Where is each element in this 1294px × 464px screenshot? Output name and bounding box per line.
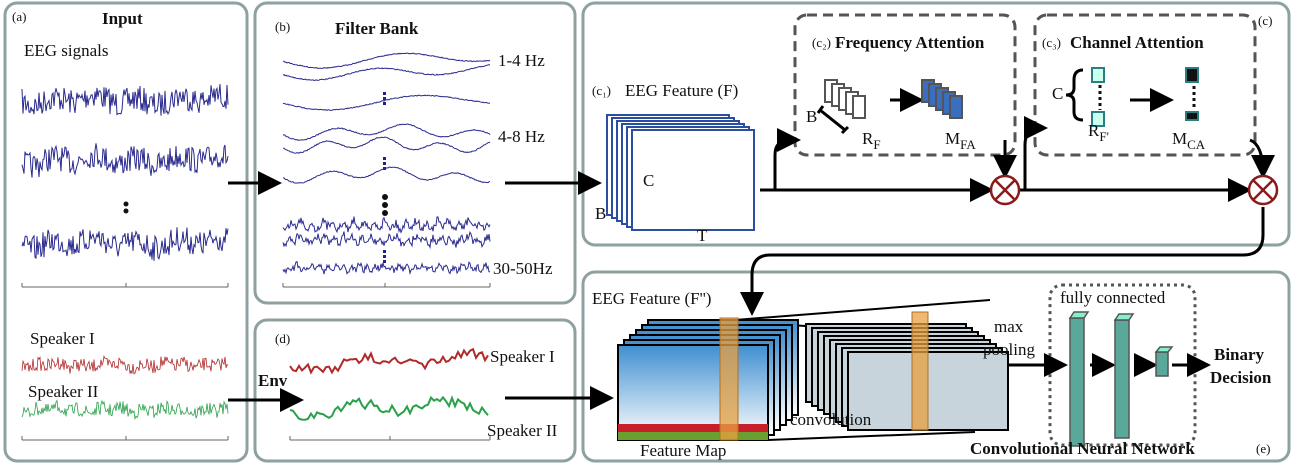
signal — [290, 397, 488, 419]
channel-cube — [1186, 68, 1198, 82]
signal-label: Speaker II — [28, 382, 99, 401]
dim-label: T — [697, 226, 708, 245]
panel-title: Input — [102, 9, 143, 28]
tensor-label: MCA — [1172, 129, 1206, 152]
axis — [22, 436, 228, 440]
subscript: F — [873, 137, 880, 152]
signal — [283, 137, 490, 153]
signal — [283, 262, 490, 274]
feature-label: EEG Feature (F'') — [592, 289, 711, 308]
kernel — [912, 312, 928, 430]
tensor-slice — [950, 96, 962, 118]
axis — [22, 283, 228, 287]
op-label: pooling — [983, 340, 1035, 359]
panel-label: (a) — [12, 9, 26, 24]
band-label: 30-50Hz — [493, 259, 553, 278]
signal — [283, 232, 490, 248]
fc-layer — [1070, 312, 1172, 446]
signal — [283, 167, 490, 183]
panel-label: (e) — [1256, 441, 1270, 456]
figure: (a) Input EEG signals Speaker I Speaker … — [0, 0, 1294, 464]
symbol: R — [862, 129, 874, 148]
output-label: Decision — [1210, 368, 1272, 387]
module-title: Frequency Attention — [835, 33, 985, 52]
signal — [22, 356, 228, 374]
signal — [22, 84, 228, 116]
signal-label: Speaker I — [490, 347, 555, 366]
op-label: max — [994, 317, 1024, 336]
panel-title: Filter Bank — [335, 19, 419, 38]
symbol: M — [1172, 129, 1187, 148]
dim-label: C — [1052, 84, 1063, 103]
signal-label: Speaker I — [30, 329, 95, 348]
signal-label: EEG signals — [24, 41, 109, 60]
symbol: R — [1088, 121, 1100, 140]
kernel — [720, 318, 738, 440]
signal-label: Speaker II — [487, 421, 558, 440]
dim-label: B — [595, 204, 606, 223]
channel-cube — [1186, 112, 1198, 120]
band-label: 4-8 Hz — [498, 127, 545, 146]
panel-label: (d) — [275, 331, 290, 346]
module-label: (c₂) — [812, 35, 831, 50]
tensor-slice — [853, 96, 865, 118]
signal — [283, 95, 490, 110]
tensor-label: MFA — [945, 129, 976, 152]
env-label: Env — [258, 371, 288, 390]
feature-map-label: Feature Map — [640, 441, 726, 460]
module-title: Channel Attention — [1070, 33, 1204, 52]
subscript: CA — [1187, 137, 1206, 152]
brace — [1066, 70, 1083, 120]
signal — [283, 53, 490, 69]
arrow — [775, 140, 795, 190]
axis — [283, 283, 490, 287]
stripe — [618, 424, 768, 432]
panel-label: (c) — [1258, 13, 1272, 28]
symbol: M — [945, 129, 960, 148]
module-label: (c₁) — [592, 83, 611, 98]
output-label: Binary — [1214, 345, 1265, 364]
band-label: 1-4 Hz — [498, 51, 545, 70]
arrow — [1250, 140, 1263, 173]
module-label: (c₃) — [1042, 35, 1061, 50]
arrow — [752, 207, 1263, 310]
ellipsis — [383, 92, 386, 263]
op-label: convolution — [790, 410, 872, 429]
signal — [22, 143, 228, 177]
cnn-label: Convolutional Neural Network — [970, 439, 1195, 458]
channel-cube — [1092, 68, 1104, 82]
panel-label: (b) — [275, 19, 290, 34]
feature-label: EEG Feature (F) — [625, 81, 738, 100]
tensor-label: RF' — [1088, 121, 1109, 144]
tensor-label: RF — [862, 129, 881, 152]
signal — [283, 217, 490, 233]
signal — [22, 401, 228, 419]
subscript: F' — [1099, 129, 1109, 144]
dim-label: B — [806, 107, 817, 126]
fc-label: fully connected — [1060, 288, 1166, 307]
stripe — [618, 432, 768, 440]
dim-label: C — [643, 171, 654, 190]
subscript: FA — [960, 137, 976, 152]
signal — [22, 227, 228, 261]
signal — [290, 349, 488, 372]
ellipsis — [1100, 80, 1194, 110]
axis — [290, 436, 490, 440]
signal — [283, 65, 490, 81]
